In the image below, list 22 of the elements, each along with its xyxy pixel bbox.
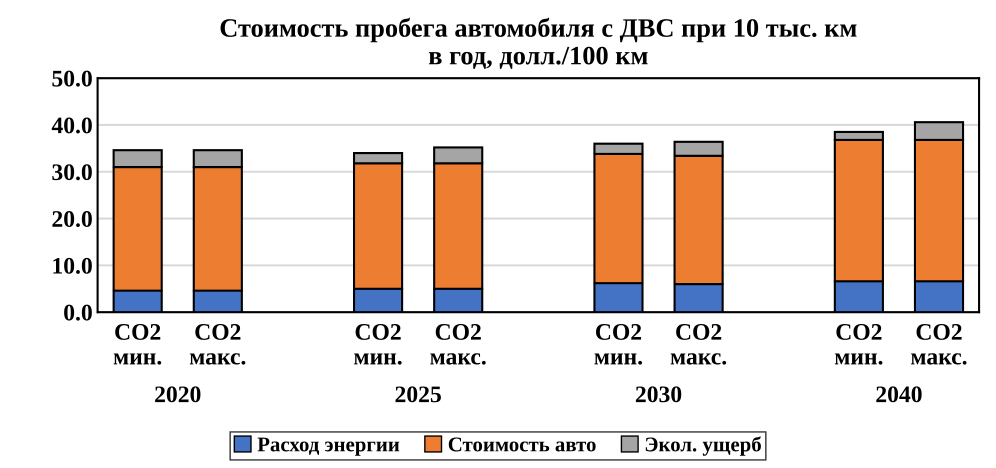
chart-title: Стоимость пробега автомобиля с ДВС при 10 тыс. км в год, долл./100 км	[220, 18, 857, 69]
x-tick-label: CO2 макс.	[190, 324, 246, 365]
legend-label: Экол. ущерб	[646, 436, 761, 456]
y-tick-label: 0.0	[64, 304, 92, 321]
legend-label: Расход энергии	[258, 438, 400, 456]
legend-label: Стоимость авто	[448, 437, 596, 452]
text: 2030	[636, 386, 682, 402]
x-tick-label: CO2 макс.	[430, 324, 486, 365]
text: 2025	[396, 386, 441, 402]
text: 2040	[876, 386, 922, 402]
y-tick-label: 30.0	[52, 164, 92, 180]
x-tick-label: CO2 мин.	[834, 324, 882, 365]
y-tick-label: 20.0	[52, 211, 92, 228]
x-tick-label: CO2 макс.	[911, 324, 967, 365]
y-tick-label: 10.0	[53, 258, 92, 274]
x-tick-label: CO2 мин.	[594, 324, 642, 365]
y-tick-label: 50.0	[52, 70, 92, 87]
text: 2020	[155, 386, 200, 402]
x-tick-label: CO2 мин.	[114, 324, 162, 365]
x-tick-label: CO2 мин.	[354, 324, 402, 365]
x-tick-label: CO2 макс.	[670, 324, 726, 365]
y-tick-label: 40.0	[52, 117, 92, 134]
